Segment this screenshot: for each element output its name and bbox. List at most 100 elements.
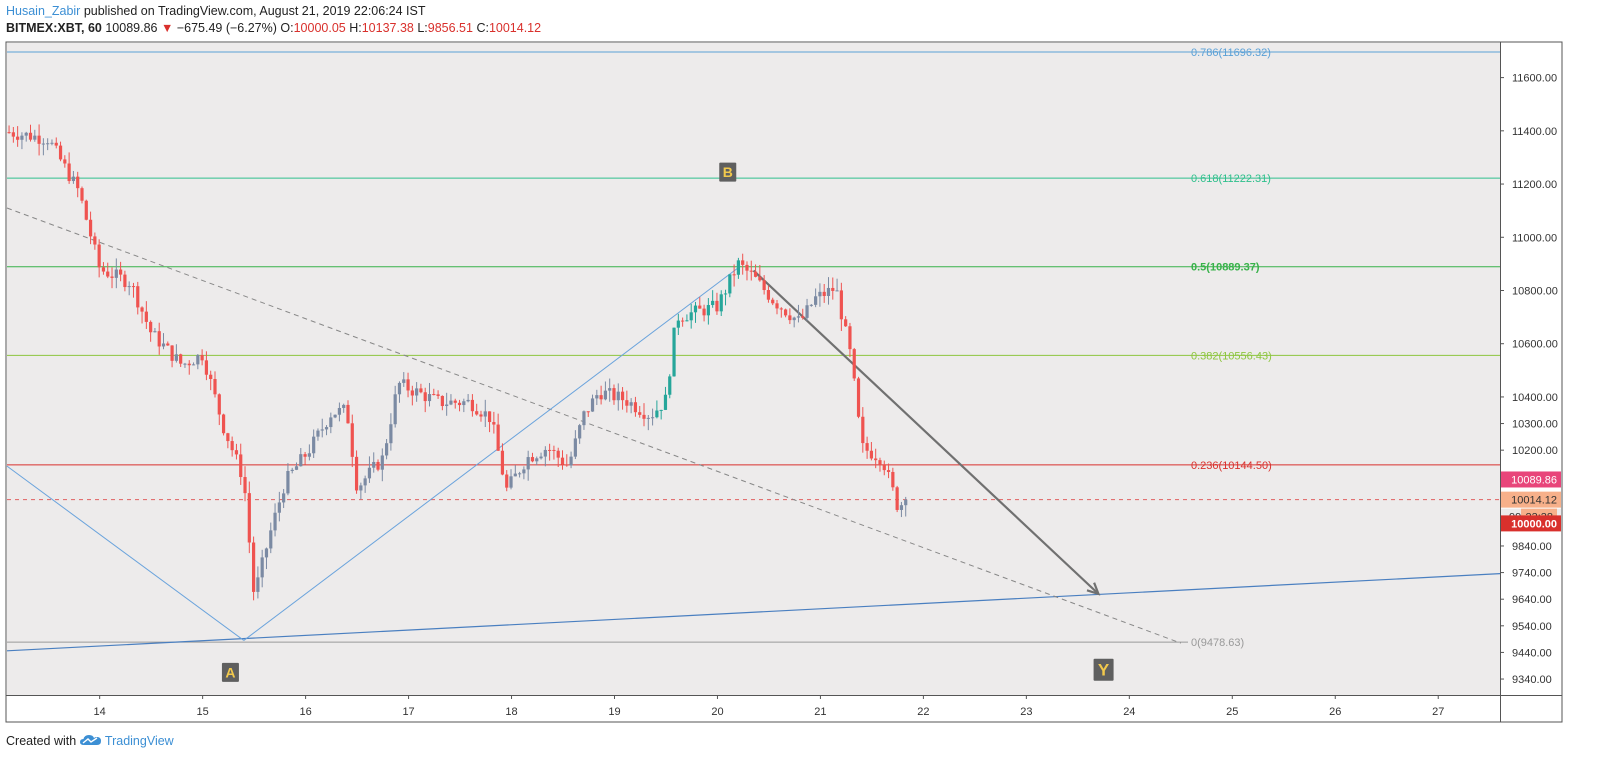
candle-body: [706, 305, 710, 316]
candle: [496, 413, 500, 451]
candle: [123, 270, 127, 292]
trendline-wave-a-to-b[interactable]: [243, 267, 739, 641]
candle: [397, 381, 402, 403]
candle: [638, 405, 642, 418]
candle: [393, 385, 397, 428]
author-link[interactable]: Husain_Zabir: [6, 4, 81, 18]
candle: [363, 475, 367, 493]
candle: [260, 549, 264, 588]
wave-label-y[interactable]: Y: [1093, 658, 1114, 681]
candle: [475, 403, 479, 416]
candle-body: [269, 530, 273, 549]
trendline-projection-arrow[interactable]: [752, 269, 1100, 595]
candle: [719, 290, 723, 316]
close-label: C:: [476, 21, 489, 35]
candle: [646, 414, 650, 431]
wave-labels[interactable]: A B Y: [221, 162, 1114, 682]
candle: [350, 414, 354, 468]
candle: [41, 138, 45, 156]
candle: [805, 298, 809, 321]
candle-body: [818, 291, 822, 297]
candle-body: [826, 287, 831, 296]
candle-body: [809, 304, 813, 306]
candle: [432, 388, 436, 396]
candle-body: [33, 135, 37, 140]
candle-body: [625, 400, 629, 406]
candle-body: [783, 309, 788, 316]
candle-body: [16, 136, 20, 140]
candle: [84, 199, 88, 221]
low-label: L:: [417, 21, 428, 35]
candle-body: [354, 456, 359, 491]
candle: [466, 394, 470, 403]
candle-body: [247, 493, 251, 543]
candle-body: [449, 400, 453, 405]
y-tick-label: 9640.00: [1512, 594, 1552, 606]
candle-body: [711, 300, 715, 306]
candle-body: [273, 512, 277, 531]
time-axis[interactable]: 14 15 16 17 18 19 20 21 22 23 24 25 26 27: [94, 695, 1445, 718]
wave-label-b[interactable]: B: [719, 162, 737, 182]
candle: [839, 282, 843, 331]
candle: [136, 281, 140, 315]
candle-body: [376, 461, 380, 470]
candle-body: [359, 485, 363, 491]
candle-body: [801, 316, 805, 318]
candle-body: [904, 499, 908, 506]
candle: [608, 378, 612, 402]
candle-body: [852, 349, 856, 379]
trendline-rising-support[interactable]: [6, 573, 1501, 652]
tradingview-cloud-icon: [79, 735, 101, 745]
candle-body: [492, 422, 496, 425]
candle: [685, 314, 689, 322]
candle: [668, 374, 672, 399]
candle: [213, 371, 217, 398]
candle-body: [286, 471, 290, 494]
candle: [672, 327, 676, 377]
candle-body: [663, 394, 668, 410]
candle-body: [719, 294, 723, 312]
y-tick-label: 11400.00: [1512, 126, 1557, 138]
candle-body: [723, 293, 728, 295]
candle-body: [187, 363, 191, 366]
candle-body: [363, 478, 367, 486]
candle-body: [196, 355, 200, 365]
candle-body: [97, 244, 101, 268]
candle: [316, 428, 320, 441]
wave-label-a[interactable]: A: [221, 662, 239, 682]
candle-body: [612, 388, 616, 401]
candle-body: [114, 269, 118, 278]
candle-body: [419, 388, 423, 393]
trendline-descending-resistance-dashed[interactable]: [6, 207, 1181, 644]
candle: [526, 450, 530, 481]
symbol-label: BITMEX:XBT, 60: [6, 21, 102, 35]
candle-body: [565, 464, 569, 466]
candle-body: [595, 395, 599, 399]
price-axis[interactable]: 11600.00 11400.00 11200.00 11000.00 10800.00…: [1500, 73, 1558, 686]
wave-label-text: B: [723, 164, 733, 180]
candle-body: [642, 414, 646, 419]
candle-body: [608, 388, 612, 391]
candle: [625, 390, 629, 413]
candle: [161, 333, 166, 350]
candle-body: [320, 429, 324, 431]
plot-area[interactable]: [7, 43, 1500, 695]
candle-body: [209, 374, 213, 380]
candle: [221, 413, 226, 436]
candle-body: [106, 271, 110, 277]
candle: [723, 289, 728, 306]
candle-body: [20, 135, 24, 140]
candle: [603, 381, 608, 401]
candle-body: [131, 286, 136, 288]
x-tick-label: 26: [1329, 706, 1341, 718]
candle-body: [792, 317, 796, 321]
low-price-bg: [1501, 515, 1561, 532]
candle: [342, 403, 346, 413]
candle: [509, 469, 513, 490]
trendline-wave-left-diagonal[interactable]: [6, 465, 245, 641]
fibonacci-retracement[interactable]: 0.786(11696.32) 0.618(11222.31) 0.5(10889.…: [7, 47, 1500, 649]
trendlines[interactable]: [6, 207, 1501, 652]
tradingview-link[interactable]: TradingView: [104, 734, 174, 748]
